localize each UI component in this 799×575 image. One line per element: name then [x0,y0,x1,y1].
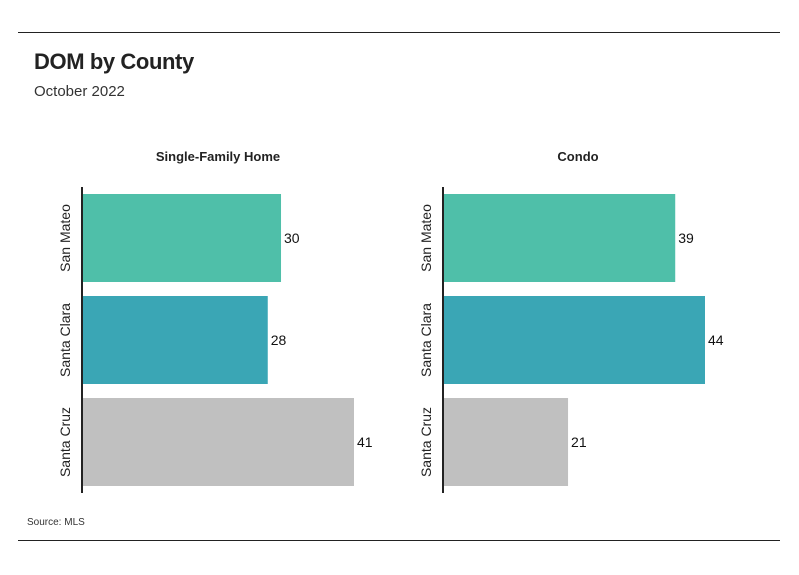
category-label: Santa Cruz [57,407,73,477]
chart-subtitle: October 2022 [34,83,125,100]
category-label: Santa Cruz [418,407,434,477]
source-note: Source: MLS [27,517,85,528]
value-label: 21 [571,434,587,450]
category-label: Santa Clara [418,303,434,377]
chart-title: DOM by County [34,49,194,74]
value-label: 41 [357,434,373,450]
category-label: San Mateo [418,204,434,272]
value-label: 30 [284,230,300,246]
value-label: 39 [678,230,694,246]
value-label: 28 [271,332,287,348]
bar-santa-cruz [82,398,354,486]
category-label: Santa Clara [57,303,73,377]
bar-san-mateo [443,194,676,282]
top-rule [18,32,780,33]
category-label: San Mateo [57,204,73,272]
bar-santa-cruz [443,398,569,486]
panel-title: Condo [557,149,598,164]
bar-san-mateo [82,194,282,282]
value-label: 44 [708,332,724,348]
panel-condo: Condo 39 San Mateo 44 Santa Clara 21 Santa Cru… [418,149,724,493]
panel-title: Single-Family Home [156,149,280,164]
bar-santa-clara [443,296,705,384]
bar-santa-clara [82,296,268,384]
bottom-rule [18,540,780,541]
panel-single-family-home: Single-Family Home 30 San Mateo 28 Santa Cla… [57,149,373,493]
